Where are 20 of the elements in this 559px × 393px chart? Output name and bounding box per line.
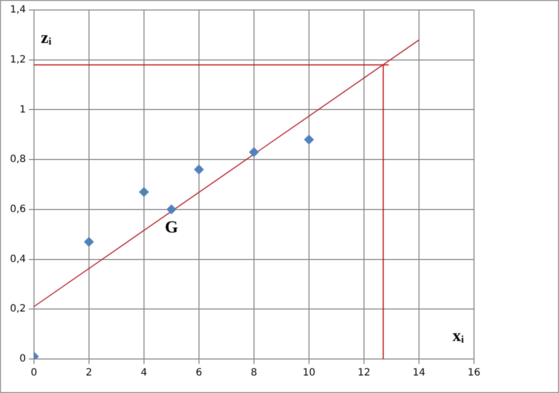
- y-tick-label: 0,2: [10, 304, 26, 315]
- y-tick-label: 0,8: [10, 154, 26, 166]
- x-tick-label: 0: [30, 368, 38, 379]
- annotation: G: [164, 217, 178, 236]
- x-tick-label: 12: [358, 368, 370, 379]
- y-tick-label: 1: [20, 104, 26, 116]
- x-tick-label: 16: [468, 368, 480, 379]
- y-axis-title: zᵢ: [40, 28, 52, 47]
- x-axis-title: xᵢ: [452, 326, 464, 345]
- y-tick-label: 1,4: [10, 4, 26, 16]
- x-tick-label: 2: [86, 368, 92, 379]
- x-tick-label: 6: [196, 368, 202, 379]
- y-tick-label: 0,6: [10, 204, 26, 216]
- y-tick-label: 0,4: [10, 254, 26, 265]
- y-tick-label: 1,2: [10, 54, 26, 66]
- y-tick-label: 0: [20, 354, 26, 365]
- x-tick-label: 10: [302, 368, 316, 379]
- x-tick-label: 14: [412, 368, 426, 379]
- x-tick-label: 4: [140, 368, 148, 379]
- x-tick-label: 8: [250, 368, 258, 379]
